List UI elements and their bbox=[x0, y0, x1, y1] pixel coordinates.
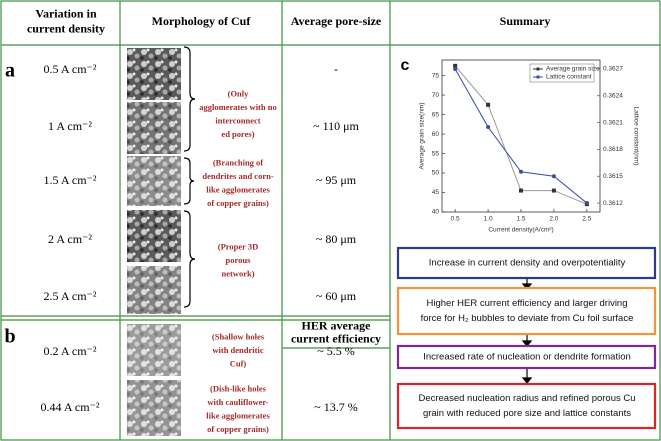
morphology-note: with cauliflower- bbox=[207, 397, 268, 407]
panel-label: a bbox=[5, 60, 15, 82]
y-tick-label: 70 bbox=[432, 92, 440, 99]
current-density: 0.5 A cm⁻² bbox=[44, 62, 97, 76]
column-header: current density bbox=[27, 21, 105, 35]
point bbox=[584, 201, 589, 206]
panel-label: b bbox=[4, 326, 15, 348]
legend-marker bbox=[536, 75, 540, 79]
point bbox=[453, 66, 458, 71]
y-tick-label: 75 bbox=[432, 72, 440, 79]
point bbox=[551, 174, 556, 179]
flow-box bbox=[396, 344, 657, 370]
current-density: 0.2 A cm⁻² bbox=[44, 344, 97, 358]
y-tick-label: 45 bbox=[432, 189, 440, 196]
braces bbox=[183, 46, 196, 308]
y2-tick-label: 0.3615 bbox=[603, 173, 623, 180]
morphology-note: Cuf) bbox=[230, 358, 247, 368]
flow-box bbox=[396, 382, 657, 430]
column-header: Average pore-size bbox=[291, 14, 382, 28]
current-density: 1 A cm⁻² bbox=[48, 119, 92, 133]
x-axis-title: Current density(A/cm²) bbox=[488, 227, 553, 234]
column-header: Summary bbox=[500, 14, 551, 28]
point bbox=[453, 63, 458, 68]
flow-arrows bbox=[521, 279, 533, 384]
x-tick-label: 2.0 bbox=[549, 216, 558, 223]
morphology-note: (Dish-like holes bbox=[210, 384, 267, 394]
point bbox=[519, 169, 523, 174]
legend-box bbox=[529, 63, 595, 83]
morphology-note: ed pores) bbox=[221, 129, 254, 139]
point bbox=[519, 188, 523, 193]
her-header: HER average bbox=[302, 318, 372, 332]
flow-text: Decreased nucleation radius and refined … bbox=[418, 393, 635, 404]
flow-box bbox=[396, 286, 657, 336]
y-tick-label: 65 bbox=[432, 111, 440, 118]
legend-label: Lattice constant bbox=[546, 74, 592, 81]
y2-tick-label: 0.3621 bbox=[603, 119, 623, 126]
x-tick-label: 1.0 bbox=[484, 216, 493, 223]
flow-text: Higher HER current efficiency and larger… bbox=[427, 298, 628, 309]
current-density: 2.5 A cm⁻² bbox=[44, 289, 97, 303]
morphology-note: (Branching of bbox=[213, 158, 263, 168]
efficiency: ~ 13.7 % bbox=[314, 400, 358, 414]
morphology-note: porous bbox=[226, 255, 252, 265]
x-tick-label: 2.5 bbox=[582, 216, 591, 223]
legend-marker bbox=[536, 67, 540, 71]
y2-tick-label: 0.3618 bbox=[603, 146, 623, 153]
morphology-note: like agglomerates bbox=[206, 411, 270, 421]
x-tick-label: 0.5 bbox=[451, 216, 460, 223]
flow-text: force for H₂ bubbles to deviate from Cu … bbox=[421, 313, 634, 324]
point bbox=[486, 125, 491, 130]
current-density: 0.44 A cm⁻² bbox=[41, 400, 100, 414]
morphology-note: agglomerates with no bbox=[199, 102, 276, 112]
flow-text: Increased rate of nucleation or dendrite… bbox=[423, 352, 631, 363]
legend-label: Average grain size bbox=[546, 66, 600, 73]
pore-size: ~ 80 μm bbox=[316, 232, 357, 246]
pore-size: ~ 95 μm bbox=[316, 173, 357, 187]
series-line bbox=[454, 65, 588, 205]
her-header: current efficiency bbox=[291, 331, 381, 345]
current-density: 1.5 A cm⁻² bbox=[44, 173, 97, 187]
panel-label: c bbox=[401, 57, 410, 74]
x-tick-label: 1.5 bbox=[516, 216, 525, 223]
morphology-note: of copper grains) bbox=[207, 424, 269, 434]
y2-tick-label: 0.3627 bbox=[603, 66, 623, 73]
column-header: Variation in bbox=[35, 6, 97, 20]
morphology-note: network) bbox=[221, 268, 254, 278]
y-tick-label: 50 bbox=[432, 170, 440, 177]
flow-text: Increase in current density and overpote… bbox=[429, 258, 626, 269]
efficiency: ~ 5.5 % bbox=[317, 344, 355, 358]
y2-tick-label: 0.3624 bbox=[603, 92, 623, 99]
y-tick-label: 60 bbox=[432, 131, 440, 138]
flow-text: grain with reduced pore size and lattice… bbox=[423, 408, 631, 419]
morphology-note: like agglomerates bbox=[206, 185, 270, 195]
y2-axis-title: Lattice constant(nm) bbox=[632, 107, 639, 166]
morphology-note: of copper grains) bbox=[207, 198, 269, 208]
pore-size: ~ 60 μm bbox=[316, 289, 357, 303]
morphology-note: interconnect bbox=[215, 116, 260, 126]
y-axis-title: Average grain size(nm) bbox=[419, 102, 426, 169]
morphology-note: dendrites and corn- bbox=[202, 171, 273, 181]
morphology-note: (Shallow holes bbox=[212, 331, 265, 341]
column-header: Morphology of Cuf bbox=[152, 14, 252, 28]
y-tick-label: 55 bbox=[432, 150, 440, 157]
y-tick-label: 40 bbox=[432, 209, 440, 216]
current-density: 2 A cm⁻² bbox=[48, 232, 92, 246]
morphology-note: (Only bbox=[228, 89, 250, 99]
point bbox=[551, 188, 556, 193]
flow-box bbox=[396, 246, 657, 280]
morphology-note: with dendritic bbox=[212, 345, 263, 355]
micrographs bbox=[127, 48, 181, 436]
morphology-note: (Proper 3D bbox=[218, 241, 259, 251]
point bbox=[486, 102, 491, 107]
y2-tick-label: 0.3612 bbox=[603, 200, 623, 207]
pore-size: - bbox=[334, 62, 338, 76]
pore-size: ~ 110 μm bbox=[313, 119, 359, 133]
